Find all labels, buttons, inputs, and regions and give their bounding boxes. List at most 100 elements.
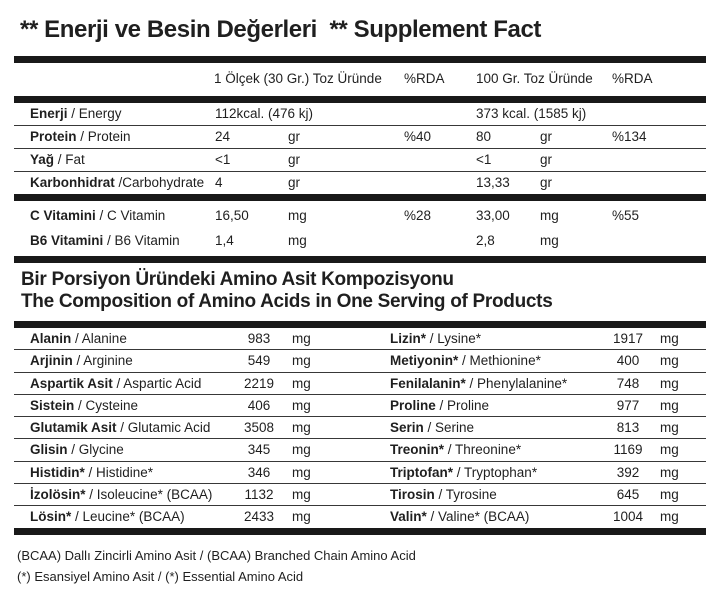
energy-per100-value: 373 kcal. (1585 kj) <box>476 106 587 121</box>
label-en: / Tyrosine <box>438 487 497 503</box>
divider-bar <box>14 527 706 535</box>
label-en: / Protein <box>80 129 131 144</box>
amino-value-right: 1917 <box>612 331 644 346</box>
amino-unit-left: mg <box>292 442 311 458</box>
amino-unit-right: mg <box>660 353 679 369</box>
amino-acid-row: İzolösin* / Isoleucine* (BCAA) 1132 mg T… <box>14 484 706 507</box>
label-en: / Leucine* (BCAA) <box>75 509 185 525</box>
per100-unit: gr <box>540 152 553 167</box>
amino-unit-right: mg <box>660 464 679 480</box>
amino-unit-left: mg <box>292 397 311 413</box>
label-en: / Alanine <box>75 331 127 346</box>
amino-value-right: 392 <box>616 464 640 480</box>
amino-unit-left: mg <box>292 509 311 525</box>
label-en: / Isoleucine* (BCAA) <box>89 487 213 503</box>
amino-title-turkish: Bir Porsiyon Üründeki Amino Asit Kompozi… <box>21 269 454 290</box>
vitamin-row-c: C Vitamini / C Vitamin 16,50 mg %28 33,0… <box>14 203 706 228</box>
rda-serving-value: %40 <box>404 129 432 144</box>
amino-name-right: Proline / Proline <box>384 395 600 416</box>
label-tr: İzolösin* <box>30 487 86 503</box>
label-en: / Glutamic Acid <box>120 420 211 436</box>
amino-unit-right: mg <box>660 442 679 458</box>
per100-unit: mg <box>540 208 559 223</box>
macro-header-row: 1 Ölçek (30 Gr.) Toz Üründe %RDA 100 Gr.… <box>14 63 706 96</box>
label-en: / Arginine <box>76 353 133 369</box>
header-per-100g: 100 Gr. Toz Üründe <box>476 71 593 86</box>
amino-acid-row: Aspartik Asit / Aspartic Acid 2219 mg Fe… <box>14 373 706 395</box>
amino-name-left: Glisin / Glycine <box>14 439 230 460</box>
amino-name-right: Triptofan* / Tryptophan* <box>384 462 600 483</box>
amino-value-left: 345 <box>247 442 271 458</box>
amino-value-left: 983 <box>247 331 271 346</box>
header-rda-100g: %RDA <box>612 71 653 86</box>
nutrient-label: Enerji / Energy <box>14 103 214 125</box>
divider-bar <box>14 321 706 328</box>
label-tr: C Vitamini <box>30 208 96 223</box>
label-tr: Alanin <box>30 331 72 346</box>
amino-value-left: 406 <box>247 397 271 413</box>
label-tr: Protein <box>30 129 77 144</box>
page-title: ** Enerji ve Besin Değerleri ** Suppleme… <box>20 16 541 43</box>
amino-name-left: Histidin* / Histidine* <box>14 462 230 483</box>
per100-unit: gr <box>540 129 553 144</box>
label-en: / Threonine* <box>447 442 522 458</box>
rda-100g-value: %134 <box>612 129 647 144</box>
label-en: / Phenylalanine* <box>469 375 568 391</box>
amino-value-right: 1169 <box>613 442 643 458</box>
footnotes: (BCAA) Dallı Zincirli Amino Asit / (BCAA… <box>17 545 706 587</box>
amino-name-right: Metiyonin* / Methionine* <box>384 350 600 371</box>
amino-unit-left: mg <box>292 487 311 503</box>
amino-unit-left: mg <box>292 331 311 346</box>
amino-value-left: 549 <box>247 353 271 369</box>
amino-unit-right: mg <box>660 509 679 525</box>
amino-name-left: Aspartik Asit / Aspartic Acid <box>14 373 230 394</box>
amino-acid-row: Sistein / Cysteine 406 mg Proline / Prol… <box>14 395 706 418</box>
serving-unit: mg <box>288 233 307 248</box>
nutrient-row-protein: Protein / Protein 24 gr %40 80 gr %134 <box>14 126 706 149</box>
energy-serving-value: 112kcal. (476 kj) <box>215 106 314 121</box>
amino-unit-left: mg <box>292 353 311 369</box>
per100-value: <1 <box>476 152 492 167</box>
label-tr: Enerji <box>30 106 68 121</box>
amino-name-right: Treonin* / Threonine* <box>384 439 600 460</box>
amino-unit-right: mg <box>660 397 679 413</box>
label-tr: Valin* <box>390 509 427 525</box>
amino-acid-row: Arjinin / Arginine 549 mg Metiyonin* / M… <box>14 350 706 373</box>
label-tr: Glisin <box>30 442 68 458</box>
label-en: / Proline <box>439 397 490 413</box>
label-tr: Lizin* <box>390 331 426 346</box>
nutrient-label: B6 Vitamini / B6 Vitamin <box>14 228 214 253</box>
per100-unit: gr <box>540 175 553 190</box>
serving-unit: mg <box>288 208 307 223</box>
amino-value-left: 3508 <box>243 420 275 436</box>
amino-value-right: 1004 <box>612 509 644 525</box>
amino-acid-row: Glutamik Asit / Glutamic Acid 3508 mg Se… <box>14 417 706 440</box>
label-tr: Serin <box>390 420 424 436</box>
amino-name-right: Tirosin / Tyrosine <box>384 484 600 505</box>
divider-bar <box>14 56 706 63</box>
footnote-bcaa: (BCAA) Dallı Zincirli Amino Asit / (BCAA… <box>17 547 416 563</box>
label-tr: Sistein <box>30 397 75 413</box>
label-tr: Aspartik Asit <box>30 375 113 391</box>
label-en: / Glycine <box>71 442 124 458</box>
divider-bar <box>14 256 706 263</box>
label-tr: Glutamik Asit <box>30 420 117 436</box>
amino-value-right: 977 <box>616 397 640 413</box>
nutrient-label: Protein / Protein <box>14 126 214 148</box>
label-tr: B6 Vitamini <box>30 233 104 248</box>
serving-value: 4 <box>215 175 223 190</box>
rda-serving-value: %28 <box>404 208 432 223</box>
label-en: / Serine <box>427 420 475 436</box>
rda-100g-value: %55 <box>612 208 640 223</box>
serving-unit: gr <box>288 129 301 144</box>
macro-table: Enerji / Energy 112kcal. (476 kj) 373 kc… <box>14 103 706 194</box>
amino-name-left: İzolösin* / Isoleucine* (BCAA) <box>14 484 230 505</box>
serving-value: <1 <box>215 152 231 167</box>
amino-acid-table: Alanin / Alanine 983 mg Lizin* / Lysine*… <box>14 328 706 528</box>
serving-value: 16,50 <box>215 208 249 223</box>
serving-value: 24 <box>215 129 231 144</box>
amino-value-left: 2219 <box>243 375 275 391</box>
label-en: / C Vitamin <box>99 208 166 223</box>
amino-value-right: 645 <box>616 487 640 503</box>
